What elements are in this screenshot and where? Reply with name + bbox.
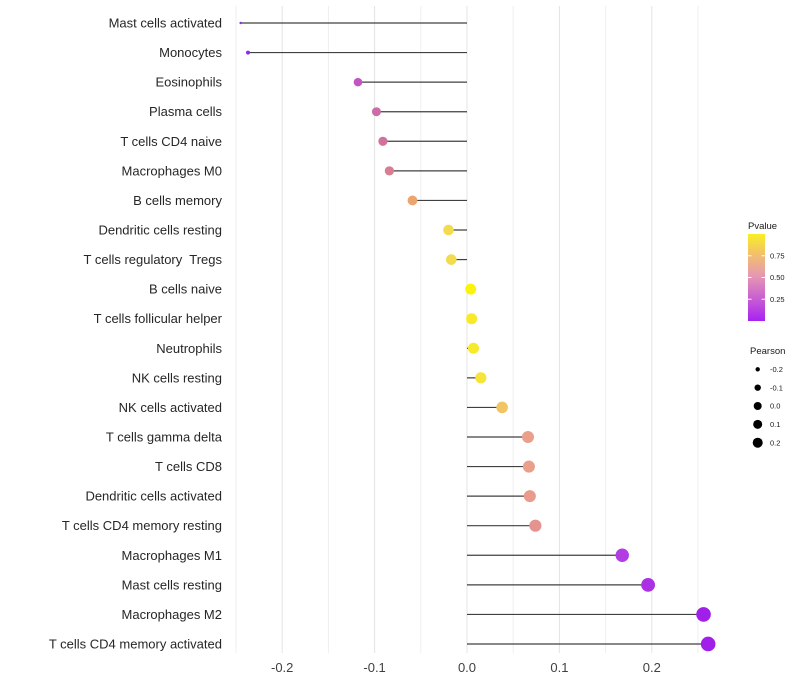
category-label: Dendritic cells resting xyxy=(98,222,222,237)
category-label: Macrophages M2 xyxy=(122,607,222,622)
pvalue-tick-label: 0.25 xyxy=(770,295,785,304)
pearson-legend-label: 0.2 xyxy=(770,438,780,447)
lollipop-dot xyxy=(521,430,534,443)
lollipop-dot xyxy=(522,460,535,473)
category-label: Mast cells resting xyxy=(122,577,222,592)
category-label: Monocytes xyxy=(159,45,222,60)
x-tick-label: -0.1 xyxy=(363,660,385,675)
category-label: Plasma cells xyxy=(149,104,222,119)
pearson-legend-dot xyxy=(752,437,763,448)
lollipop-dot xyxy=(529,519,542,532)
pvalue-tick-label: 0.75 xyxy=(770,251,785,260)
x-tick-label: 0.1 xyxy=(550,660,568,675)
lollipop-dot xyxy=(475,372,487,384)
lollipop-dot xyxy=(496,401,508,414)
lollipop-dot xyxy=(384,166,395,176)
lollipop-dot xyxy=(465,283,477,295)
lollipop-dot xyxy=(523,490,536,503)
category-label: T cells CD4 naive xyxy=(120,134,222,149)
category-label: T cells CD4 memory resting xyxy=(62,518,222,533)
lollipop-dot xyxy=(615,548,629,563)
pearson-legend-dot xyxy=(753,402,762,410)
category-label: B cells naive xyxy=(149,282,222,297)
category-label: T cells regulatory Tregs xyxy=(84,252,223,267)
lollipop-dot xyxy=(700,636,716,652)
pearson-legend-dot xyxy=(754,384,761,391)
category-label: T cells CD8 xyxy=(155,459,222,474)
lollipop-dot xyxy=(239,21,242,25)
category-label: T cells CD4 memory activated xyxy=(49,636,222,651)
x-tick-label: 0.0 xyxy=(458,660,476,675)
lollipop-dot xyxy=(407,195,418,206)
x-tick-label: 0.2 xyxy=(643,660,661,675)
lollipop-dot xyxy=(378,136,388,146)
category-label: B cells memory xyxy=(133,193,222,208)
pearson-legend-dot xyxy=(755,367,760,372)
category-label: Macrophages M1 xyxy=(122,548,222,563)
pearson-legend-label: 0.0 xyxy=(770,402,780,411)
category-label: Neutrophils xyxy=(156,341,222,356)
pearson-legend-label: 0.1 xyxy=(770,420,780,429)
category-label: Dendritic cells activated xyxy=(85,489,222,504)
category-label: NK cells activated xyxy=(119,400,222,415)
lollipop-dot xyxy=(696,607,711,622)
pvalue-tick-label: 0.50 xyxy=(770,273,785,282)
lollipop-dot xyxy=(371,107,381,117)
pvalue-legend-title: Pvalue xyxy=(748,221,777,232)
category-label: Mast cells activated xyxy=(109,16,222,31)
lollipop-dot xyxy=(246,50,251,55)
category-label: T cells gamma delta xyxy=(106,429,223,444)
lollipop-dot xyxy=(443,224,454,236)
lollipop-dot xyxy=(445,254,457,265)
x-tick-label: -0.2 xyxy=(271,660,293,675)
pvalue-colorbar xyxy=(748,234,765,321)
lollipop-dot xyxy=(641,577,656,592)
lollipop-dot xyxy=(466,313,478,325)
category-label: T cells follicular helper xyxy=(94,311,223,326)
lollipop-dot xyxy=(467,342,479,354)
category-label: Macrophages M0 xyxy=(122,163,222,178)
pearson-legend-label: -0.1 xyxy=(770,383,783,392)
pearson-legend-title: Pearson xyxy=(750,346,785,357)
pearson-legend-dot xyxy=(753,419,763,429)
category-label: Eosinophils xyxy=(156,75,223,90)
lollipop-dot xyxy=(353,77,363,87)
category-label: NK cells resting xyxy=(132,370,222,385)
pearson-legend-label: -0.2 xyxy=(770,365,783,374)
